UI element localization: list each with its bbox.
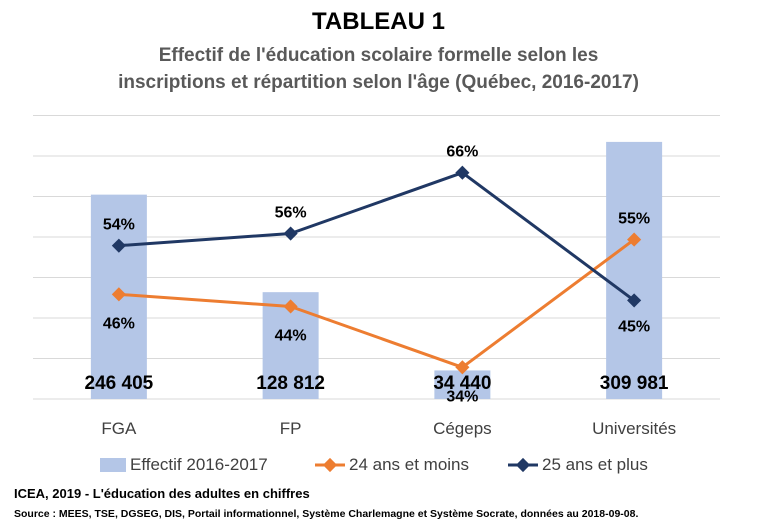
- bar-label-3: 309 981: [600, 373, 669, 394]
- x-tick-label-3: Universités: [592, 419, 676, 438]
- bar-2: [434, 370, 491, 399]
- legend-line-under24-icon: [315, 457, 345, 473]
- over25-label-1: 56%: [275, 205, 307, 222]
- chart-title: TABLEAU 1: [312, 8, 445, 35]
- bar-label-1: 128 812: [256, 373, 325, 394]
- source-main: ICEA, 2019 - L'éducation des adultes en …: [14, 486, 310, 501]
- under24-label-1: 44%: [275, 327, 307, 344]
- subtitle-line-2: inscriptions et répartition selon l'âge …: [118, 72, 639, 93]
- over25-point-3: [627, 293, 642, 308]
- subtitle-line-1: Effectif de l'éducation scolaire formell…: [158, 45, 599, 66]
- over25-label-3: 45%: [618, 318, 650, 335]
- legend-label-under24: 24 ans et moins: [349, 455, 470, 474]
- over25-point-1: [283, 226, 298, 241]
- legend-item-over25: 25 ans et plus: [508, 453, 648, 477]
- over25-label-2: 66%: [446, 144, 478, 161]
- under24-point-1: [283, 299, 298, 314]
- source-detail: Source : MEES, TSE, DGSEG, DIS, Portail …: [14, 508, 639, 520]
- over25-line: [118, 171, 636, 302]
- under24-label-3: 55%: [618, 211, 650, 228]
- over25-label-0: 54%: [103, 217, 135, 234]
- under24-point-0: [111, 287, 126, 302]
- chart-legend: Effectif 2016-2017 24 ans et moins 25 an…: [0, 453, 757, 477]
- legend-item-bars: Effectif 2016-2017: [100, 453, 268, 477]
- under24-point-2: [455, 360, 470, 375]
- bar-label-0: 246 405: [85, 373, 154, 394]
- legend-swatch-bars: [100, 458, 126, 472]
- legend-label-bars: Effectif 2016-2017: [130, 455, 268, 474]
- legend-label-over25: 25 ans et plus: [542, 455, 648, 474]
- bar-label-2: 34 440: [433, 373, 491, 394]
- x-tick-label-0: FGA: [101, 419, 137, 438]
- under24-point-3: [627, 232, 642, 247]
- under24-line: [118, 238, 636, 369]
- x-tick-label-1: FP: [280, 419, 302, 438]
- chart-subtitle: Effectif de l'éducation scolaire formell…: [40, 42, 717, 96]
- over25-point-2: [455, 165, 470, 180]
- under24-label-0: 46%: [103, 315, 135, 332]
- legend-line-over25-icon: [508, 457, 538, 473]
- x-tick-label-2: Cégeps: [433, 419, 492, 438]
- under24-label-2: 34%: [446, 388, 478, 405]
- bar-3: [606, 141, 663, 399]
- legend-item-under24: 24 ans et moins: [315, 453, 469, 477]
